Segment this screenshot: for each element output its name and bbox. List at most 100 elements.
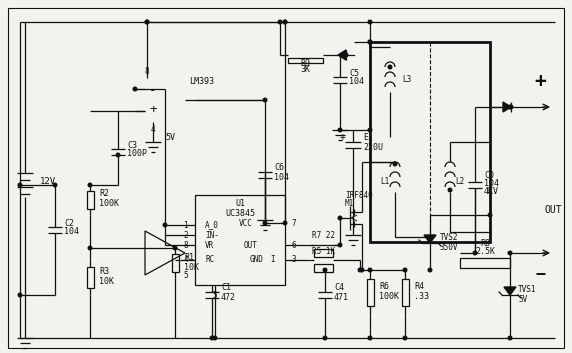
Circle shape bbox=[508, 336, 512, 340]
Text: 100P: 100P bbox=[127, 150, 147, 158]
Bar bbox=[460, 258, 510, 268]
Polygon shape bbox=[338, 50, 346, 60]
Circle shape bbox=[88, 246, 92, 250]
Text: +: + bbox=[340, 132, 346, 142]
Circle shape bbox=[403, 336, 407, 340]
Text: A_0: A_0 bbox=[205, 221, 219, 229]
Circle shape bbox=[213, 336, 217, 340]
Bar bbox=[370, 42, 490, 242]
Polygon shape bbox=[424, 235, 436, 243]
Polygon shape bbox=[504, 287, 516, 295]
Text: R8: R8 bbox=[480, 239, 490, 247]
Text: L2: L2 bbox=[455, 178, 464, 186]
Bar bbox=[314, 249, 333, 257]
Circle shape bbox=[173, 246, 177, 250]
Text: 5V: 5V bbox=[518, 294, 527, 304]
Text: E: E bbox=[363, 133, 368, 143]
Text: TVS2: TVS2 bbox=[440, 233, 459, 243]
Text: 4KV: 4KV bbox=[484, 187, 499, 197]
Text: VCC: VCC bbox=[239, 219, 253, 227]
Circle shape bbox=[393, 162, 397, 166]
Text: 104: 104 bbox=[349, 78, 364, 86]
Bar bbox=[195, 195, 285, 285]
Text: 100K: 100K bbox=[379, 292, 399, 301]
Circle shape bbox=[263, 221, 267, 225]
Text: .33: .33 bbox=[414, 292, 429, 301]
Circle shape bbox=[368, 268, 372, 272]
Text: 350V: 350V bbox=[440, 243, 459, 251]
Text: R6: R6 bbox=[379, 282, 389, 291]
Text: R7 22: R7 22 bbox=[312, 231, 335, 239]
Circle shape bbox=[88, 183, 92, 187]
Text: 3K: 3K bbox=[300, 66, 310, 74]
Text: R9: R9 bbox=[300, 59, 310, 67]
Circle shape bbox=[368, 40, 372, 44]
Circle shape bbox=[488, 213, 492, 217]
Text: 472: 472 bbox=[221, 293, 236, 301]
Text: 2: 2 bbox=[184, 231, 188, 239]
Text: 10K: 10K bbox=[184, 263, 199, 271]
Text: C5: C5 bbox=[349, 68, 359, 78]
Text: OUT: OUT bbox=[544, 205, 562, 215]
Text: 2.5K: 2.5K bbox=[475, 246, 495, 256]
Text: IRF840: IRF840 bbox=[345, 191, 373, 201]
Circle shape bbox=[116, 153, 120, 157]
Circle shape bbox=[145, 20, 149, 24]
Text: 8: 8 bbox=[184, 240, 188, 250]
Text: VR: VR bbox=[205, 240, 214, 250]
Text: TVS1: TVS1 bbox=[518, 286, 537, 294]
Text: R5 1K: R5 1K bbox=[312, 246, 335, 256]
Text: U1: U1 bbox=[235, 199, 245, 209]
Text: R1: R1 bbox=[184, 252, 194, 262]
Bar bbox=[288, 58, 323, 62]
Circle shape bbox=[283, 20, 287, 24]
Circle shape bbox=[508, 105, 512, 109]
Text: 7: 7 bbox=[291, 219, 296, 227]
Text: R2: R2 bbox=[99, 190, 109, 198]
Text: 471: 471 bbox=[334, 293, 349, 301]
Text: I: I bbox=[271, 256, 275, 264]
Text: GND: GND bbox=[250, 256, 264, 264]
Text: 104: 104 bbox=[274, 173, 289, 181]
Text: 3: 3 bbox=[291, 256, 296, 264]
Circle shape bbox=[368, 336, 372, 340]
Text: 4: 4 bbox=[184, 256, 188, 264]
Circle shape bbox=[368, 128, 372, 132]
Text: +: + bbox=[149, 103, 157, 116]
Circle shape bbox=[448, 188, 452, 192]
Circle shape bbox=[278, 20, 282, 24]
Text: 220U: 220U bbox=[363, 143, 383, 151]
Text: 104: 104 bbox=[484, 179, 499, 187]
Text: R3: R3 bbox=[99, 267, 109, 276]
Text: C1: C1 bbox=[221, 283, 231, 293]
Text: 5: 5 bbox=[184, 270, 188, 280]
Text: R4: R4 bbox=[414, 282, 424, 291]
Circle shape bbox=[473, 251, 477, 255]
Bar bbox=[86, 191, 93, 209]
Text: 1: 1 bbox=[184, 221, 188, 229]
Circle shape bbox=[283, 20, 287, 24]
Text: 10K: 10K bbox=[99, 277, 114, 286]
Bar bbox=[402, 279, 408, 306]
Text: L1: L1 bbox=[380, 178, 390, 186]
Circle shape bbox=[338, 216, 342, 220]
Text: −: − bbox=[535, 264, 545, 282]
Circle shape bbox=[163, 223, 167, 227]
Text: C3: C3 bbox=[127, 140, 137, 150]
Circle shape bbox=[358, 268, 362, 272]
Text: OUT: OUT bbox=[243, 240, 257, 250]
Text: 8: 8 bbox=[145, 66, 149, 76]
Text: RC: RC bbox=[205, 256, 214, 264]
Circle shape bbox=[338, 128, 342, 132]
Text: UC3845: UC3845 bbox=[225, 209, 255, 217]
Circle shape bbox=[145, 20, 149, 24]
Bar bbox=[367, 279, 374, 306]
Circle shape bbox=[323, 268, 327, 272]
Text: LM393: LM393 bbox=[189, 78, 214, 86]
Text: -: - bbox=[149, 84, 157, 97]
Text: 5V: 5V bbox=[165, 133, 175, 143]
Circle shape bbox=[133, 87, 137, 91]
Circle shape bbox=[509, 105, 513, 109]
Circle shape bbox=[18, 183, 22, 187]
Circle shape bbox=[283, 221, 287, 225]
